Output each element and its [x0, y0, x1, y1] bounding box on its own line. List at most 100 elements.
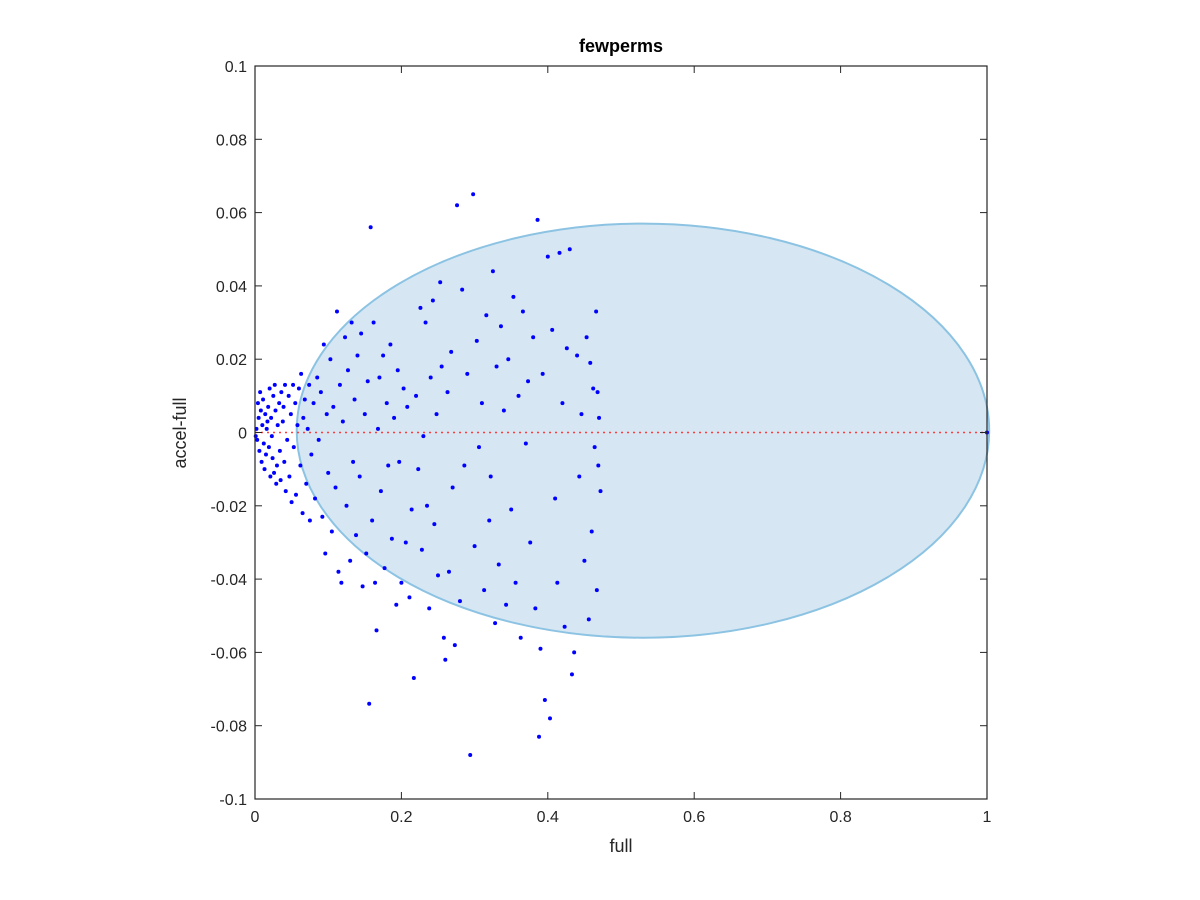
data-point	[452, 643, 457, 648]
data-point	[531, 335, 536, 340]
data-point	[315, 375, 320, 380]
data-point	[374, 628, 379, 633]
data-point	[567, 247, 572, 252]
data-point	[260, 423, 265, 428]
data-point	[388, 342, 393, 347]
data-point	[446, 569, 451, 574]
data-point	[360, 584, 365, 589]
data-point	[520, 309, 525, 314]
data-point	[392, 415, 397, 420]
data-point	[468, 753, 473, 758]
data-point	[592, 445, 597, 450]
data-point	[496, 562, 501, 567]
data-point	[493, 621, 498, 626]
data-point	[281, 404, 286, 409]
data-point	[258, 390, 263, 395]
x-tick-label: 0.6	[683, 809, 705, 826]
data-point	[302, 397, 307, 402]
data-point	[364, 551, 369, 556]
data-point	[472, 544, 477, 549]
data-point	[575, 353, 580, 358]
data-point	[318, 390, 323, 395]
data-point	[334, 309, 339, 314]
data-point	[501, 408, 506, 413]
data-point	[487, 518, 492, 523]
data-point	[490, 269, 495, 274]
data-point	[516, 393, 521, 398]
data-point	[595, 390, 600, 395]
data-point	[263, 452, 268, 457]
data-point	[542, 698, 547, 703]
data-point	[382, 566, 387, 571]
data-point	[280, 419, 285, 424]
y-tick-label: -0.1	[219, 792, 247, 809]
data-point	[291, 445, 296, 450]
y-tick-label: 0	[238, 426, 247, 443]
data-point	[432, 522, 437, 527]
data-point	[274, 463, 279, 468]
data-point	[589, 529, 594, 534]
data-point	[465, 371, 470, 376]
data-point	[506, 357, 511, 362]
data-point	[371, 320, 376, 325]
data-point	[430, 298, 435, 303]
data-point	[348, 558, 353, 563]
data-point	[419, 547, 424, 552]
data-point	[439, 364, 444, 369]
data-point	[405, 404, 410, 409]
data-point	[365, 379, 370, 384]
x-tick-label: 1	[983, 809, 992, 826]
data-point	[266, 445, 271, 450]
data-point	[498, 324, 503, 329]
data-point	[291, 382, 296, 387]
data-point	[349, 320, 354, 325]
data-point	[286, 393, 291, 398]
data-point	[301, 415, 306, 420]
data-point	[289, 500, 294, 505]
y-tick-label: -0.04	[211, 572, 248, 589]
data-point	[471, 192, 476, 197]
data-point	[257, 448, 262, 453]
data-point	[262, 467, 267, 472]
data-point	[482, 588, 487, 593]
data-point	[449, 349, 454, 354]
data-point	[316, 437, 321, 442]
data-point	[279, 390, 284, 395]
data-point	[479, 401, 484, 406]
data-point	[577, 474, 582, 479]
x-tick-label: 0.8	[829, 809, 851, 826]
data-point	[594, 309, 599, 314]
data-point	[384, 401, 389, 406]
data-point	[285, 437, 290, 442]
data-point	[594, 588, 599, 593]
data-point	[328, 357, 333, 362]
data-point	[540, 371, 545, 376]
plot-area: 0 0.2 0.4 0.6 0.8 1 -0.1 -0.08 -0.06 -0.04 -0.02 0 0…	[211, 59, 992, 826]
data-point	[591, 386, 596, 391]
data-point	[295, 423, 300, 428]
data-point	[261, 397, 266, 402]
x-tick-label: 0	[251, 809, 260, 826]
data-point	[266, 404, 271, 409]
data-point	[462, 463, 467, 468]
data-point	[434, 412, 439, 417]
data-point	[255, 401, 260, 406]
data-point	[403, 540, 408, 545]
y-tick-label: 0.08	[216, 132, 247, 149]
data-point	[564, 346, 569, 351]
data-point	[273, 408, 278, 413]
data-point	[309, 452, 314, 457]
data-point	[418, 305, 423, 310]
data-point	[299, 371, 304, 376]
y-tick-label: -0.08	[211, 719, 248, 736]
data-point	[255, 437, 260, 442]
data-point	[329, 529, 334, 534]
data-point	[397, 459, 402, 464]
data-point	[445, 390, 450, 395]
data-point	[298, 463, 303, 468]
data-point	[323, 551, 328, 556]
data-point	[457, 599, 462, 604]
data-point	[550, 327, 555, 332]
data-point	[425, 503, 430, 508]
data-point	[450, 485, 455, 490]
